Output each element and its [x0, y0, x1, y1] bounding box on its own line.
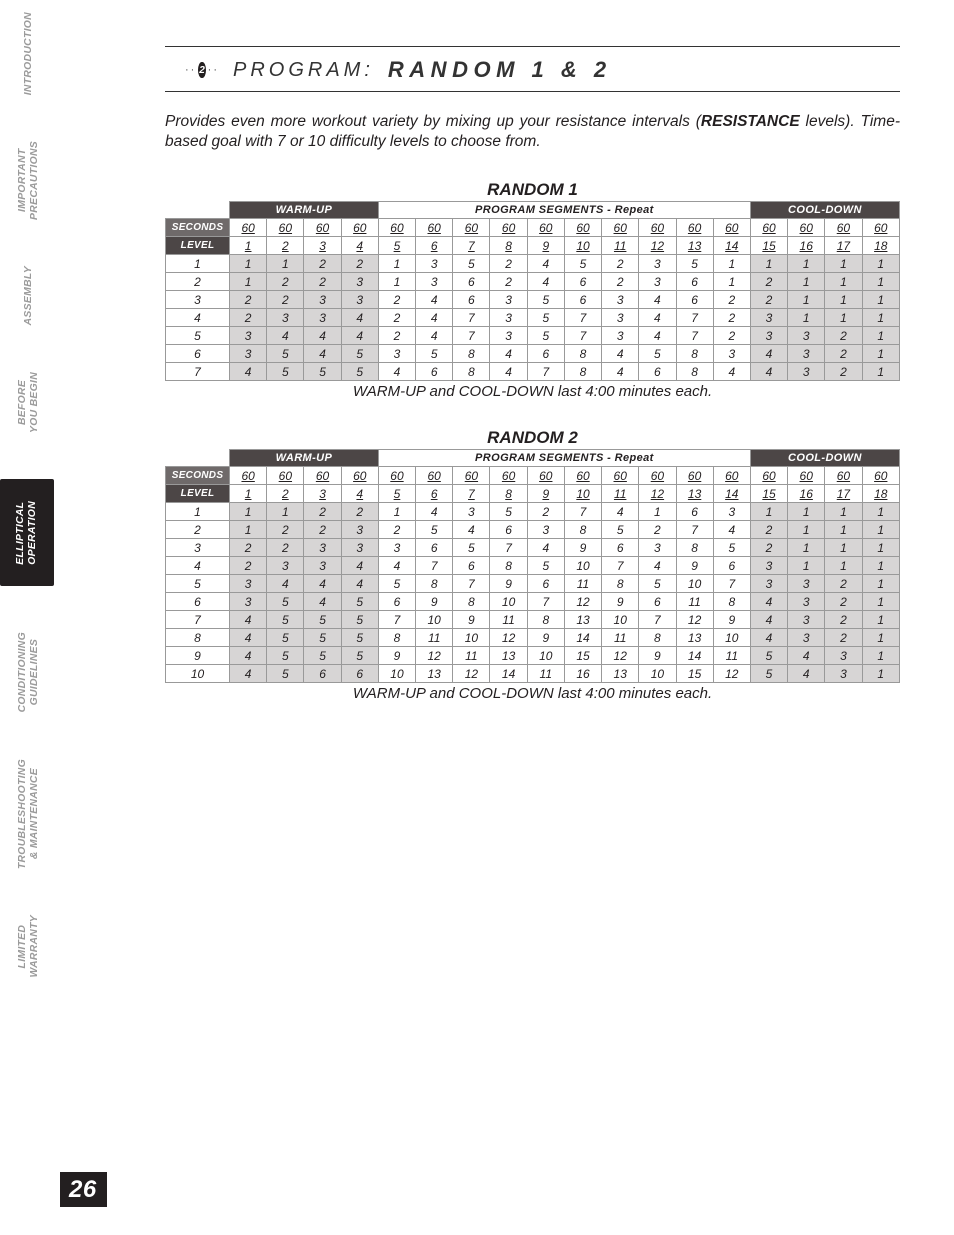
- table-row: 1112213524523511111: [166, 254, 900, 272]
- sidebar-tab[interactable]: CONDITIONINGGUIDELINES: [0, 632, 58, 712]
- table-title: RANDOM 1: [165, 180, 900, 200]
- sidebar-tab[interactable]: INTRODUCTION: [0, 12, 58, 95]
- header-ornament-icon: ··2··: [185, 62, 219, 78]
- sidebar-tab-label: TROUBLESHOOTING& MAINTENANCE: [17, 759, 41, 869]
- sidebar-tab[interactable]: ASSEMBLY: [0, 266, 58, 325]
- sidebar-tabs: INTRODUCTION IMPORTANTPRECAUTIONS ASSEMBLY…: [0, 0, 58, 1235]
- table-row: 2122325463852742111: [166, 520, 900, 538]
- table-title: RANDOM 2: [165, 428, 900, 448]
- table-note: WARM-UP and COOL-DOWN last 4:00 minutes …: [165, 383, 900, 400]
- sidebar-tab[interactable]: TROUBLESHOOTING& MAINTENANCE: [0, 759, 58, 869]
- table-row: 534445879611851073321: [166, 574, 900, 592]
- table-row: 3223336574963852111: [166, 538, 900, 556]
- table-row: 42334476851074963111: [166, 556, 900, 574]
- table-row: 6354535846845834321: [166, 344, 900, 362]
- table-row: 1112214352741631111: [166, 502, 900, 520]
- sidebar-tab[interactable]: IMPORTANTPRECAUTIONS: [0, 141, 58, 220]
- sidebar-tab-label: INTRODUCTION: [23, 12, 35, 95]
- program-label: PROGRAM:: [233, 59, 374, 82]
- program-header: ··2·· PROGRAM: RANDOM 1 & 2: [165, 46, 900, 92]
- table-note: WARM-UP and COOL-DOWN last 4:00 minutes …: [165, 685, 900, 702]
- table-row: 5344424735734723321: [166, 326, 900, 344]
- program-table: WARM-UPPROGRAM SEGMENTS - RepeatCOOL-DOW…: [165, 449, 900, 683]
- program-description: Provides even more workout variety by mi…: [165, 112, 900, 152]
- sidebar-tab[interactable]: ELLIPTICALOPERATION: [0, 479, 54, 587]
- sidebar-tab-label: IMPORTANTPRECAUTIONS: [17, 141, 41, 220]
- program-name: RANDOM 1 & 2: [388, 57, 612, 83]
- sidebar-tab-label: CONDITIONINGGUIDELINES: [17, 632, 41, 712]
- sidebar-tab[interactable]: BEFOREYOU BEGIN: [0, 372, 58, 433]
- table-row: 3223324635634622111: [166, 290, 900, 308]
- sidebar-tab-label: LIMITEDWARRANTY: [17, 915, 41, 977]
- table-row: 4233424735734723111: [166, 308, 900, 326]
- table-row: 84555811101291411813104321: [166, 628, 900, 646]
- table-row: 104566101312141116131015125431: [166, 664, 900, 682]
- page-content: ··2·· PROGRAM: RANDOM 1 & 2 Provides eve…: [165, 46, 900, 702]
- sidebar-tab-label: ELLIPTICALOPERATION: [15, 501, 39, 565]
- program-table: WARM-UPPROGRAM SEGMENTS - RepeatCOOL-DOW…: [165, 201, 900, 381]
- page-number: 26: [60, 1172, 107, 1207]
- table-row: 7455546847846844321: [166, 362, 900, 380]
- sidebar-tab-label: BEFOREYOU BEGIN: [17, 372, 41, 433]
- sidebar-tab[interactable]: LIMITEDWARRANTY: [0, 915, 58, 977]
- table-row: 945559121113101512914115431: [166, 646, 900, 664]
- table-row: 6354569810712961184321: [166, 592, 900, 610]
- table-row: 745557109118131071294321: [166, 610, 900, 628]
- sidebar-tab-label: ASSEMBLY: [23, 266, 35, 325]
- table-row: 2122313624623612111: [166, 272, 900, 290]
